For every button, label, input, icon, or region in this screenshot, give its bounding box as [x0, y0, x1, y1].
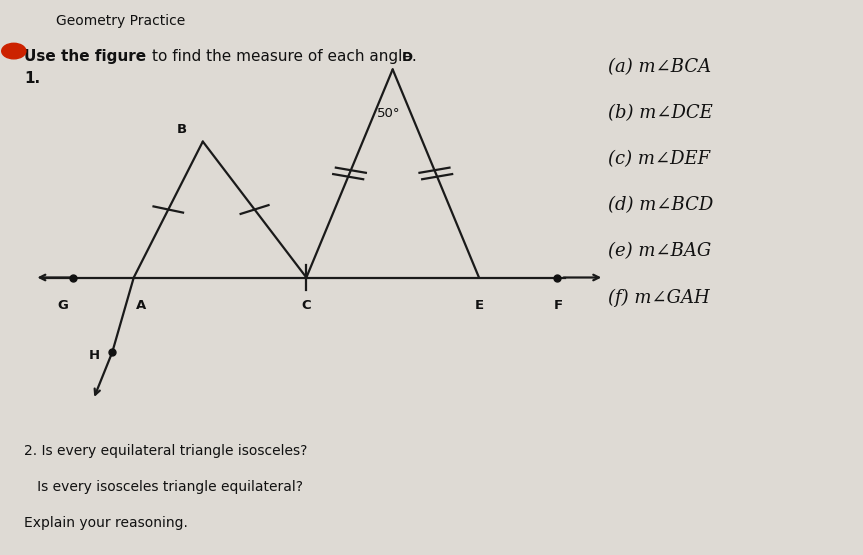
Text: D: D: [401, 51, 413, 64]
Text: 2. Is every equilateral triangle isosceles?: 2. Is every equilateral triangle isoscel…: [24, 444, 307, 458]
Text: A: A: [135, 299, 146, 311]
Text: 1.: 1.: [24, 71, 41, 86]
Text: 50°: 50°: [377, 107, 400, 120]
Text: F: F: [554, 299, 563, 311]
Circle shape: [2, 43, 26, 59]
Text: (b) m∠DCE: (b) m∠DCE: [608, 104, 713, 122]
Text: Explain your reasoning.: Explain your reasoning.: [24, 516, 188, 530]
Text: Is every isosceles triangle equilateral?: Is every isosceles triangle equilateral?: [24, 480, 303, 494]
Text: to find the measure of each angle.: to find the measure of each angle.: [152, 49, 417, 64]
Text: (d) m∠BCD: (d) m∠BCD: [608, 196, 714, 214]
Text: (a) m∠BCA: (a) m∠BCA: [608, 58, 711, 76]
Text: G: G: [58, 299, 68, 311]
Text: Geometry Practice: Geometry Practice: [56, 14, 186, 28]
Text: Use the figure: Use the figure: [24, 49, 152, 64]
Text: H: H: [89, 349, 100, 362]
Text: E: E: [475, 299, 483, 311]
Text: B: B: [177, 123, 187, 136]
Text: (f) m∠GAH: (f) m∠GAH: [608, 289, 710, 307]
Text: (e) m∠BAG: (e) m∠BAG: [608, 243, 712, 260]
Text: (c) m∠DEF: (c) m∠DEF: [608, 150, 710, 168]
Text: C: C: [301, 299, 312, 311]
